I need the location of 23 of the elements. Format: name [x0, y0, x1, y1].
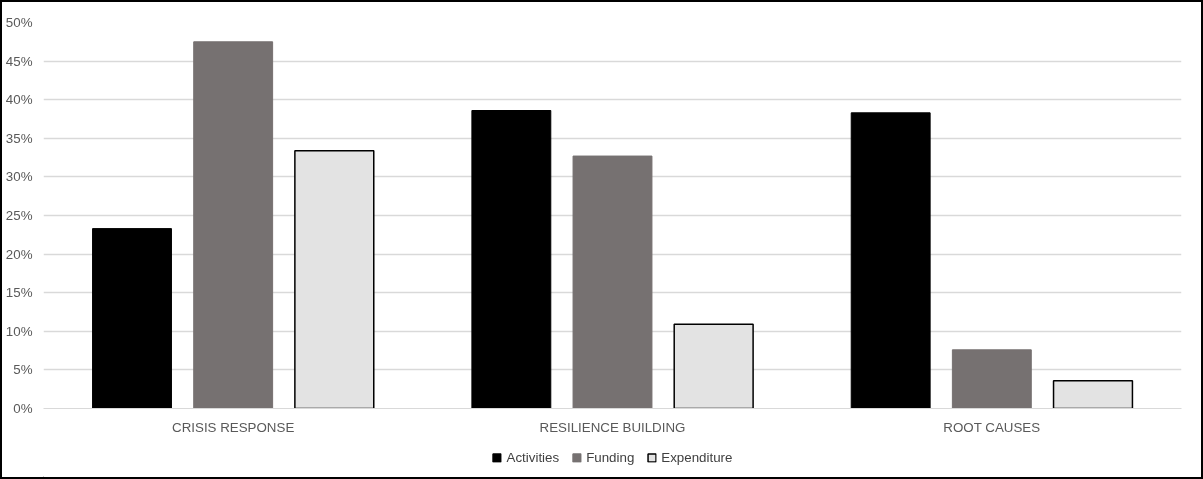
y-tick-label: 20% [5, 246, 33, 262]
bar [850, 112, 931, 409]
legend-label: Expenditure [661, 449, 733, 465]
bar [951, 349, 1032, 409]
y-tick-label: 40% [5, 92, 33, 108]
bar [193, 41, 274, 409]
y-tick-label: 10% [5, 323, 33, 339]
y-tick-label: 30% [5, 169, 33, 185]
x-tick-label: RESILIENCE BUILDING [539, 419, 686, 435]
bar [92, 228, 172, 409]
legend-label: Activities [506, 449, 560, 465]
legend-label: Funding [586, 449, 635, 465]
y-tick-label: 50% [5, 15, 33, 30]
bar [572, 155, 653, 409]
bar [471, 110, 552, 409]
y-tick-label: 0% [13, 401, 33, 416]
y-tick-label: 35% [5, 130, 33, 146]
y-tick-label: 5% [13, 362, 33, 378]
y-tick-label: 25% [5, 208, 33, 223]
x-tick-label: CRISIS RESPONSE [172, 419, 295, 435]
x-tick-label: ROOT CAUSES [943, 419, 1041, 435]
y-tick-label: 15% [5, 285, 33, 301]
y-tick-label: 45% [5, 53, 33, 69]
